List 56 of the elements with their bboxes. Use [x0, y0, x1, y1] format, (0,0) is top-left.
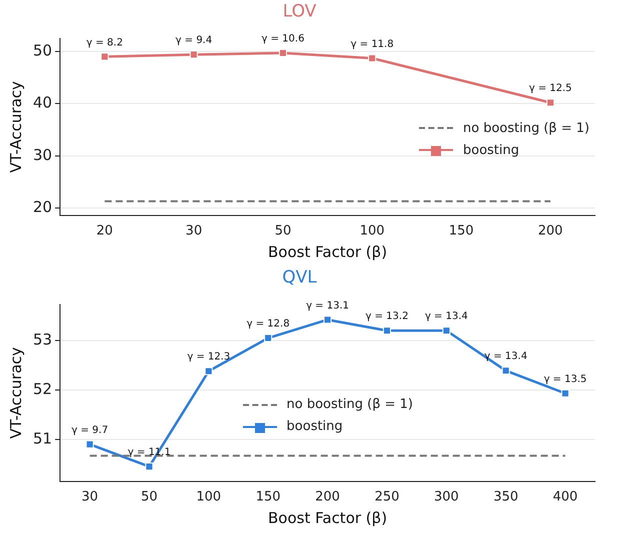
- y-tick-label: 50: [32, 41, 52, 60]
- chart-title: QVL: [282, 268, 318, 288]
- point: [382, 326, 392, 335]
- point: [145, 462, 154, 471]
- annotation: γ = 9.7: [72, 424, 108, 436]
- x-tick-label: 50: [140, 490, 158, 505]
- x-tick-label: 30: [82, 490, 98, 505]
- x-axis-title: Boost Factor (β): [268, 242, 388, 261]
- point: [442, 326, 450, 335]
- y-tick-label: 53: [32, 330, 52, 348]
- annotation: γ = 8.2: [86, 37, 123, 48]
- y-axis-title: VT-Accuracy: [6, 346, 25, 439]
- y-tick-label: 30: [32, 146, 52, 164]
- legend-label: no boosting (β = 1): [286, 397, 413, 412]
- annotation: γ = 12.5: [528, 83, 572, 94]
- x-tick-label: 250: [374, 490, 400, 505]
- annotation: γ = 11.8: [350, 38, 394, 50]
- chart-title: LOV: [282, 2, 317, 22]
- legend-label: boosting: [286, 419, 343, 434]
- x-tick-label: 200: [315, 490, 340, 505]
- point: [324, 316, 332, 324]
- x-tick-label: 400: [552, 490, 578, 505]
- point: [502, 366, 510, 375]
- x-tick-label: 20: [96, 224, 113, 239]
- annotation: γ = 13.4: [424, 311, 468, 322]
- legend-label: boosting: [463, 142, 520, 158]
- point: [546, 98, 554, 107]
- x-tick-label: 200: [538, 224, 563, 239]
- x-tick-label: 50: [274, 224, 292, 239]
- point: [561, 389, 570, 398]
- y-tick-label: 52: [32, 380, 52, 398]
- annotation: γ = 12.3: [187, 352, 230, 363]
- annotation: γ = 9.4: [176, 35, 212, 46]
- annotation: γ = 13.2: [366, 311, 408, 322]
- x-tick-label: 300: [434, 490, 459, 505]
- annotation: γ = 12.8: [246, 318, 290, 330]
- point: [204, 367, 213, 376]
- annotation: γ = 13.1: [306, 300, 350, 312]
- legend-label: no boosting (β = 1): [463, 120, 590, 136]
- y-axis-title: VT-Accuracy: [6, 80, 25, 173]
- x-tick-label: 30: [186, 224, 202, 239]
- x-tick-label: 100: [196, 490, 222, 505]
- x-tick-label: 100: [360, 224, 385, 239]
- y-tick-label: 51: [32, 429, 52, 448]
- point: [368, 54, 376, 62]
- x-tick-label: 150: [256, 490, 281, 505]
- point: [100, 52, 109, 61]
- point: [190, 50, 198, 59]
- x-tick-label: 350: [493, 490, 518, 505]
- y-tick-label: 20: [32, 198, 52, 216]
- annotation: γ = 13.5: [544, 374, 587, 385]
- annotation: γ = 10.6: [262, 34, 304, 45]
- x-tick-label: 150: [448, 224, 474, 239]
- point: [86, 440, 94, 448]
- y-tick-label: 40: [32, 94, 52, 112]
- x-axis-title: Boost Factor (β): [268, 508, 388, 527]
